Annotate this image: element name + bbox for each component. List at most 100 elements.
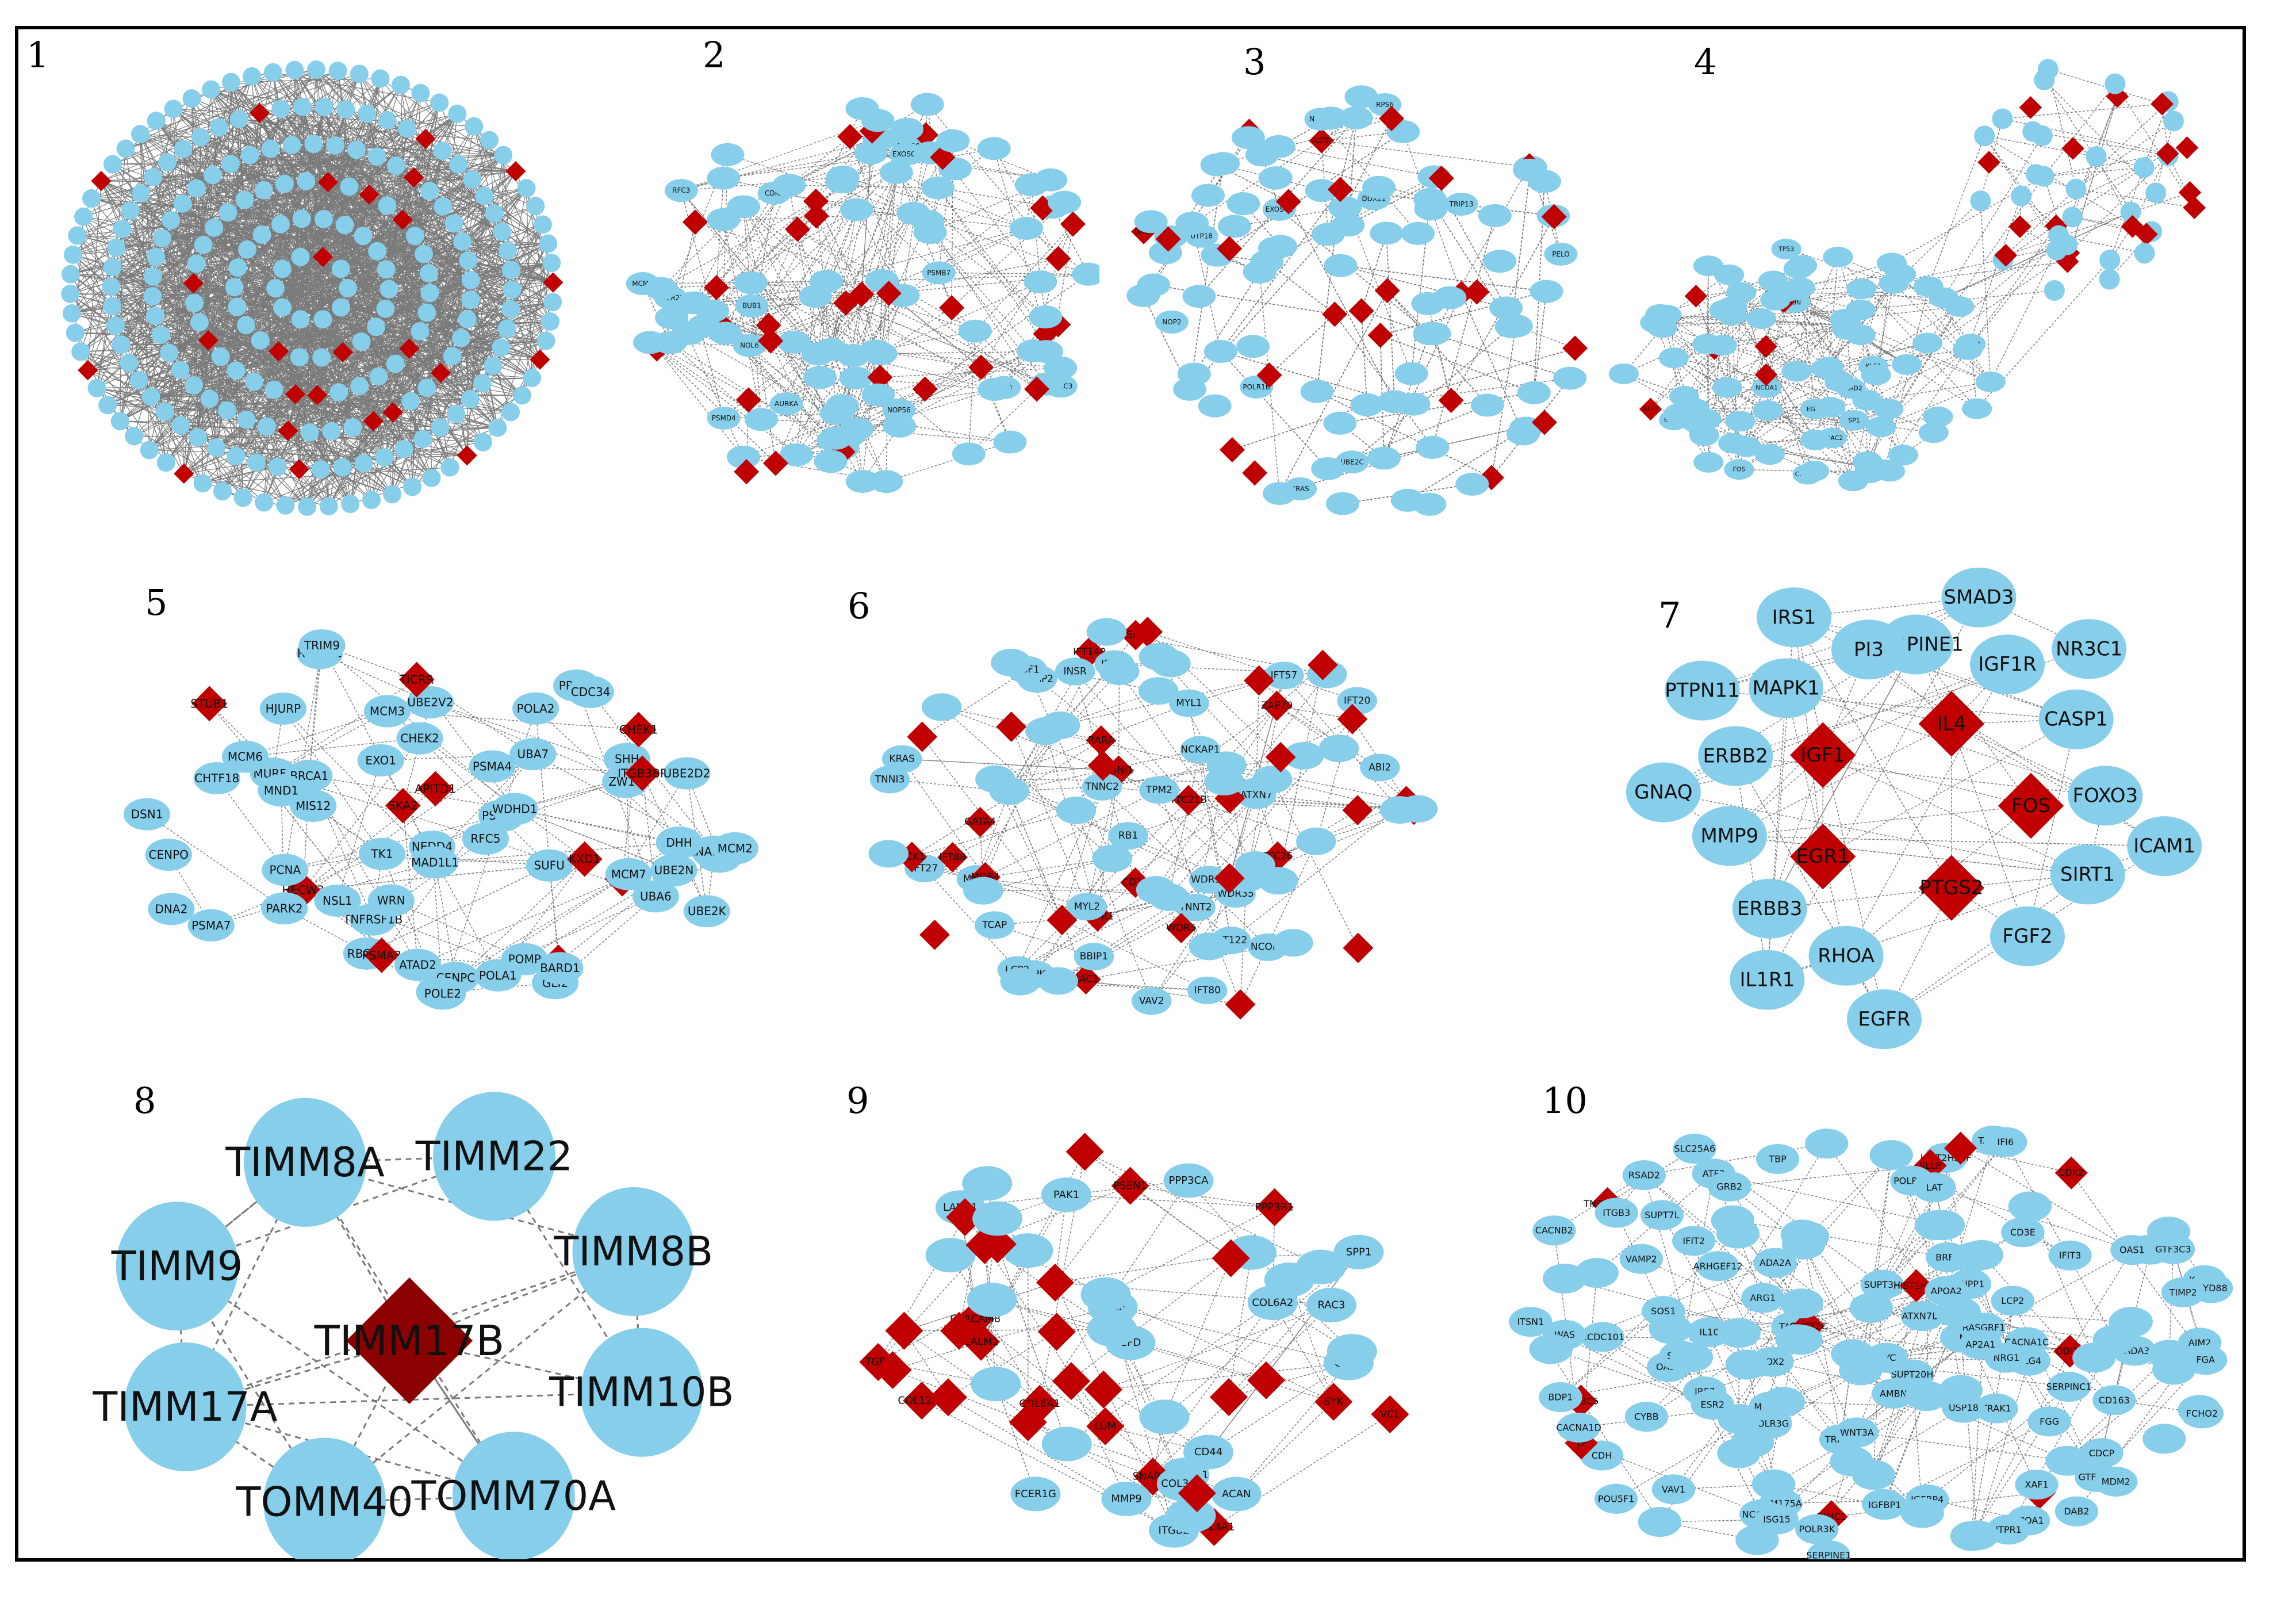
- node-label: NR3C1: [2056, 637, 2122, 660]
- gene-node: [74, 207, 93, 226]
- edge: [968, 388, 1037, 454]
- gene-node: MYL1: [1169, 689, 1209, 717]
- gene-node: [1323, 411, 1357, 435]
- node-ellipse: [1139, 776, 1179, 804]
- edge: [938, 187, 1053, 208]
- gene-node: [98, 396, 117, 415]
- node-label: TPM2: [1145, 785, 1172, 796]
- gene-node: [1394, 362, 1428, 385]
- gene-node: [1139, 642, 1179, 671]
- gene-node: DNA2: [148, 893, 195, 925]
- node-ellipse: [158, 153, 177, 172]
- node-ellipse: [1444, 193, 1478, 216]
- hub-diamond: [1155, 226, 1181, 252]
- gene-node: MYL2: [1067, 893, 1107, 921]
- node-ellipse: [1499, 314, 1533, 338]
- hub-node: ACTB: [1309, 128, 1335, 154]
- edge: [1208, 1252, 1359, 1452]
- node-ellipse: [1177, 362, 1211, 386]
- gene-node: [1414, 197, 1448, 221]
- edge: [1102, 786, 1230, 799]
- hub-diamond: [803, 203, 829, 229]
- node-ellipse: [883, 414, 917, 438]
- node-ellipse: [1787, 255, 1818, 276]
- gene-node: [1707, 335, 1738, 356]
- node-ellipse: [469, 750, 516, 783]
- edge: [2072, 216, 2147, 235]
- node-label: IRS1: [1772, 606, 1816, 629]
- gene-node: RFC3: [664, 179, 698, 202]
- hub-node: [1428, 165, 1454, 191]
- network-graph: [61, 60, 564, 516]
- node-label: IL1R1: [1739, 969, 1795, 992]
- hub-diamond: [278, 420, 298, 441]
- node-label: ACAN: [1222, 1488, 1251, 1500]
- node-ellipse: [298, 629, 346, 662]
- gene-node: [1236, 335, 1270, 358]
- node-ellipse: [211, 347, 230, 366]
- node-ellipse: [526, 197, 545, 216]
- hub-diamond: [1256, 362, 1282, 388]
- gene-node: MCM6: [221, 740, 269, 773]
- gene-node: [2033, 166, 2054, 187]
- node-label: DSN1: [131, 808, 163, 821]
- edge: [830, 209, 857, 350]
- edge: [149, 205, 388, 450]
- edge: [342, 299, 471, 468]
- edge: [156, 89, 212, 121]
- edge: [930, 232, 1034, 351]
- hub-node: PSMA3: [362, 937, 401, 973]
- node-ellipse: [1712, 377, 1743, 398]
- gene-node: [129, 371, 148, 390]
- gene-node: [331, 259, 350, 278]
- node-ellipse: [449, 155, 468, 174]
- gene-node: [819, 426, 853, 450]
- edge: [1893, 283, 1991, 382]
- node-label: KXD1: [569, 852, 600, 866]
- edge: [373, 838, 486, 920]
- gene-node: MCM2: [711, 832, 758, 864]
- edge: [899, 350, 1034, 411]
- node-ellipse: [363, 695, 411, 728]
- gene-node: BBIP1: [1074, 943, 1114, 971]
- node-label: NSL1: [323, 894, 352, 908]
- network-panel-4: 4 SMAD2JUNFOSMYCTP53EP300HDAC2NCOA1SP1CR…: [1594, 29, 2244, 535]
- hub-diamond: [1379, 106, 1405, 132]
- gene-node: [147, 247, 166, 266]
- gene-node: [461, 290, 480, 309]
- node-label: ABI2: [1369, 762, 1391, 773]
- node-label: TOMM40: [236, 1479, 413, 1526]
- gene-node: [1416, 435, 1450, 459]
- gene-node: [1852, 389, 1883, 411]
- gene-node: [1681, 412, 1712, 433]
- hub-node: EGR1: [1789, 823, 1856, 890]
- node-label: MYL1: [1176, 698, 1202, 709]
- gene-node: [1961, 398, 1992, 419]
- edge: [848, 294, 863, 437]
- gene-node: PSMA7: [187, 909, 235, 942]
- hub-node: [758, 328, 784, 354]
- node-ellipse: [201, 80, 220, 99]
- edge: [309, 775, 515, 810]
- figure-frame: 1 2 NAT10PSMD4PSMC3POLR2BCDC23RFC3MCM4BU…: [15, 26, 2246, 1562]
- node-ellipse: [362, 491, 381, 510]
- node-label: UBA7: [518, 747, 549, 761]
- gene-node: [2046, 239, 2067, 261]
- gene-node: [164, 100, 183, 118]
- edge: [922, 670, 1028, 737]
- node-ellipse: [523, 368, 542, 387]
- gene-node: [329, 383, 348, 402]
- edge: [130, 149, 357, 211]
- panel-number: 6: [848, 585, 871, 627]
- hub-diamond: [1225, 989, 1256, 1020]
- gene-node: [171, 361, 190, 380]
- edge: [995, 703, 1190, 780]
- node-ellipse: [352, 332, 371, 351]
- panel-number: 7: [1658, 594, 1681, 636]
- node-ellipse: [864, 342, 898, 365]
- edge: [2048, 68, 2163, 105]
- node-ellipse: [124, 427, 143, 446]
- gene-node: [825, 170, 859, 194]
- node-label: UBE2D2: [664, 767, 711, 781]
- gene-node: [143, 287, 162, 306]
